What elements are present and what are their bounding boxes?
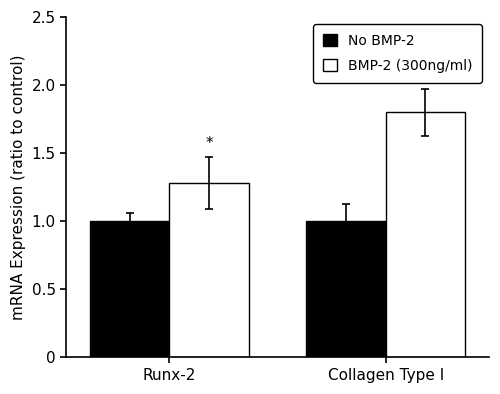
Text: *: * xyxy=(205,136,213,151)
Bar xyxy=(386,112,465,357)
Bar xyxy=(170,183,248,357)
Legend: No BMP-2, BMP-2 (300ng/ml): No BMP-2, BMP-2 (300ng/ml) xyxy=(313,24,482,83)
Y-axis label: mRNA Expression (ratio to control): mRNA Expression (ratio to control) xyxy=(11,54,26,320)
Text: *: * xyxy=(422,67,429,82)
Bar xyxy=(90,221,170,357)
Bar xyxy=(306,221,386,357)
